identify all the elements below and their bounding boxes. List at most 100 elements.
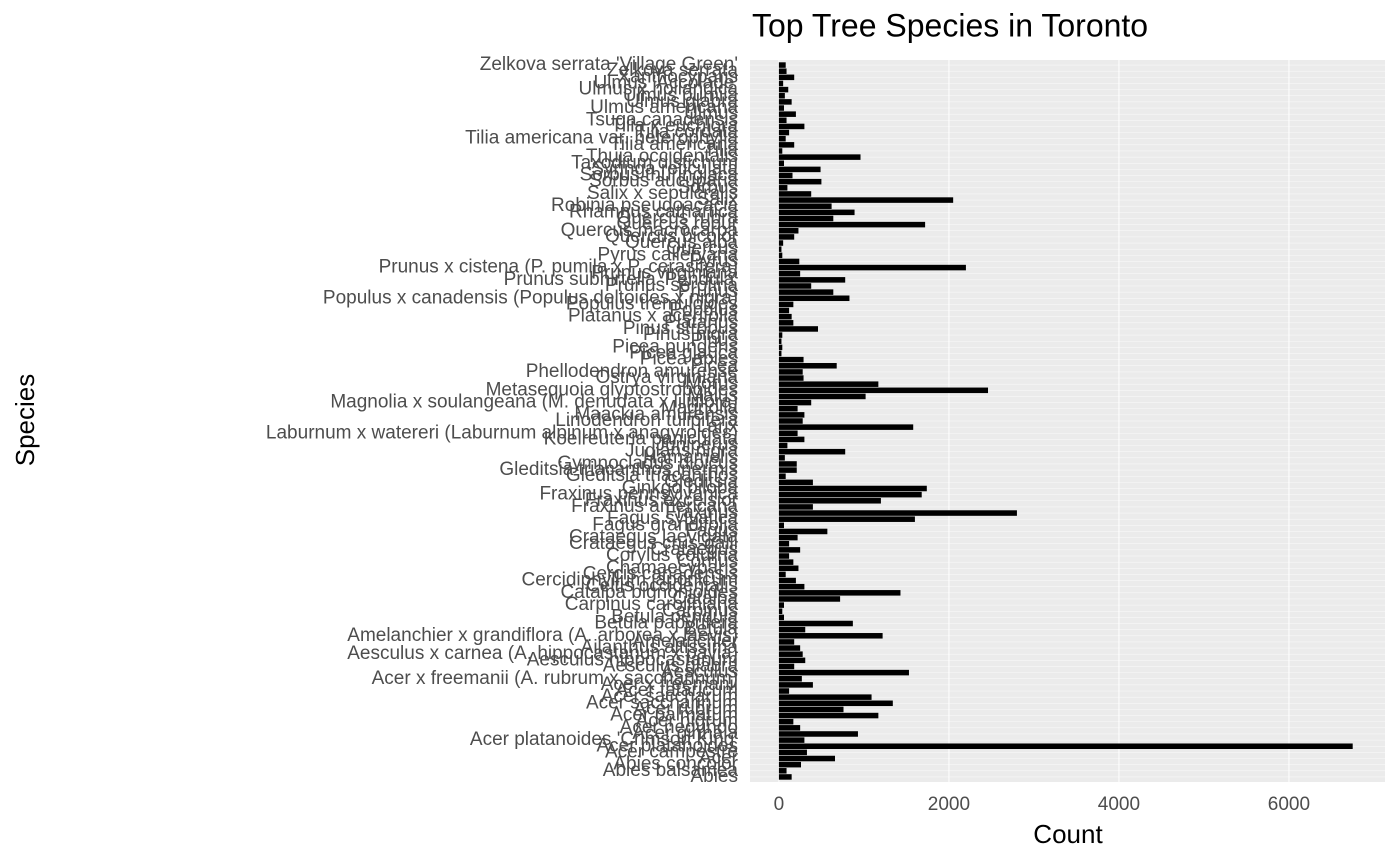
y-tick-label: Laburnum x watereri (Laburnum alpinum x … bbox=[266, 422, 738, 443]
y-tick-label: Prunus x cistena (P. pumila x P. cerasif… bbox=[379, 257, 738, 278]
bar bbox=[778, 68, 787, 74]
y-tick-label: Picea pungens bbox=[612, 336, 738, 357]
bar bbox=[778, 688, 790, 694]
y-tick-label: Cercis canadensis bbox=[583, 563, 738, 584]
y-tick-label: Crataegus bbox=[650, 539, 738, 560]
bar bbox=[778, 307, 790, 314]
bar bbox=[778, 442, 788, 449]
bar bbox=[778, 375, 804, 381]
bar bbox=[778, 289, 834, 295]
y-tick-label: Carpinus bbox=[662, 600, 738, 621]
y-tick-label: Abies balsamea bbox=[603, 760, 739, 781]
bar bbox=[778, 277, 846, 283]
y-tick-label: Maackia amurensis bbox=[574, 404, 738, 425]
bar bbox=[778, 516, 915, 522]
y-tick-label: Quercus macrocarpa bbox=[561, 220, 739, 241]
y-tick-label: Fraxinus americana bbox=[571, 496, 738, 517]
bar bbox=[778, 553, 790, 559]
bar bbox=[778, 215, 834, 222]
bar bbox=[778, 577, 796, 584]
bar bbox=[778, 350, 782, 357]
y-tick-label: Acer platanoides 'Crimson King' bbox=[470, 729, 738, 750]
y-tick-label: Pinus nigra bbox=[643, 324, 738, 345]
y-tick-label: Acer campestre bbox=[605, 741, 738, 762]
chart-title: Top Tree Species in Toronto bbox=[752, 7, 1148, 43]
y-tick-label: Ulmus bbox=[684, 103, 738, 124]
bar bbox=[778, 62, 786, 68]
bar bbox=[778, 80, 784, 87]
bar bbox=[778, 565, 799, 572]
y-tick-label: Ulmus x hollandica bbox=[579, 79, 739, 100]
bar bbox=[778, 485, 927, 492]
bar bbox=[778, 363, 837, 369]
bar bbox=[778, 99, 792, 105]
bar bbox=[778, 178, 822, 185]
y-tick-label: Gymnocladus dioicus bbox=[557, 453, 738, 474]
y-tick-label: Quercus bbox=[666, 238, 738, 259]
bar bbox=[778, 246, 782, 252]
bar bbox=[778, 626, 806, 633]
bar bbox=[778, 326, 819, 332]
bar bbox=[778, 142, 795, 148]
y-tick-label: Fraxinus pennsylvanica bbox=[539, 484, 738, 505]
y-tick-label: Celtis occidentalis bbox=[586, 576, 738, 597]
bar bbox=[778, 264, 966, 271]
y-tick-label: Amelanchier x grandiflora (A. arborea x … bbox=[347, 625, 738, 646]
bar bbox=[778, 755, 836, 762]
y-tick-label: Ulmus pumila bbox=[623, 85, 739, 106]
bar bbox=[778, 479, 813, 486]
bar bbox=[778, 633, 883, 639]
y-axis-title: Species bbox=[10, 374, 40, 467]
y-tick-label: Magnolia bbox=[661, 398, 739, 419]
bar bbox=[778, 111, 796, 117]
y-tick-label: Cornus bbox=[677, 551, 738, 572]
y-tick-label: Prunus bbox=[678, 281, 738, 302]
y-tick-label: Platanus x acerifolia bbox=[568, 306, 738, 327]
bar bbox=[778, 467, 797, 473]
y-tick-label: Morus bbox=[685, 373, 738, 394]
y-tick-label: Catalpa bignonioides bbox=[561, 582, 738, 603]
bar bbox=[778, 682, 813, 688]
bar bbox=[778, 185, 788, 191]
y-tick-label: Catalpa bbox=[673, 588, 739, 609]
y-tick-label: Picea bbox=[690, 355, 738, 376]
bar bbox=[778, 301, 794, 308]
bar bbox=[778, 197, 954, 203]
y-tick-label: Liriodendron tulipifera bbox=[555, 410, 738, 431]
bar bbox=[778, 540, 790, 547]
y-tick-label: Chamaecyparis bbox=[606, 557, 738, 578]
bar bbox=[778, 645, 801, 651]
y-tick-label: Tilia americana bbox=[610, 134, 739, 155]
bar bbox=[778, 172, 793, 179]
y-tick-label: Tilia x euchlora bbox=[611, 115, 739, 136]
y-tick-label: Salix bbox=[697, 189, 739, 210]
y-tick-label: Ostrya virginiana bbox=[595, 367, 738, 388]
y-tick-label: Magnolia x soulangeana (M. denudata x li… bbox=[330, 392, 738, 413]
bar bbox=[778, 393, 866, 400]
y-tick-label: Fagus bbox=[685, 520, 738, 541]
bar bbox=[778, 712, 879, 719]
bar bbox=[778, 381, 879, 387]
y-tick-label: Tilia cordata bbox=[635, 122, 738, 143]
bar bbox=[778, 522, 785, 529]
y-tick-label: Sorbus bbox=[678, 177, 738, 198]
bar bbox=[778, 651, 803, 657]
bar bbox=[778, 436, 805, 443]
bar bbox=[778, 313, 792, 320]
bar bbox=[778, 731, 858, 737]
y-tick-label: Quercus alba bbox=[625, 232, 738, 253]
y-tick-label: Picea glauca bbox=[629, 343, 738, 364]
bar bbox=[778, 74, 795, 81]
y-tick-label: Cercidiphyllum japonicum bbox=[522, 570, 738, 591]
y-tick-label: Betula bbox=[684, 619, 738, 640]
bar bbox=[778, 209, 855, 216]
y-tick-label: Tilia bbox=[704, 140, 739, 161]
bar bbox=[778, 295, 850, 302]
y-tick-label: Corylus colurna bbox=[606, 545, 738, 566]
bar bbox=[778, 448, 846, 455]
bar bbox=[778, 227, 799, 234]
bar bbox=[778, 528, 828, 535]
bar bbox=[778, 412, 805, 418]
bar bbox=[778, 768, 787, 774]
y-tick-label: Populus bbox=[669, 300, 738, 321]
